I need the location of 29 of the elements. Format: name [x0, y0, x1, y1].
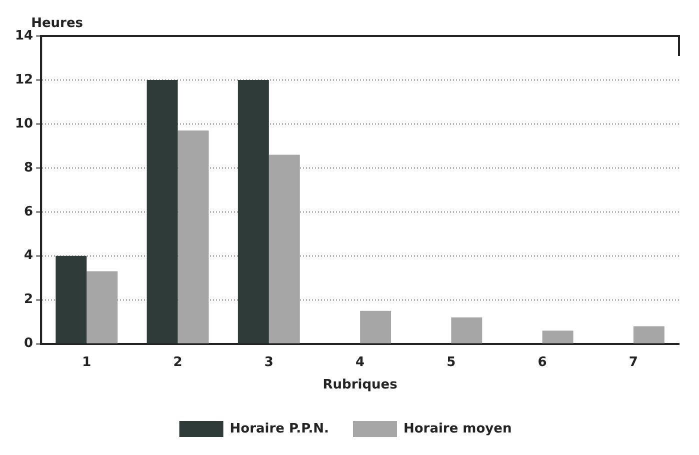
y-tick-label: 12 [14, 72, 34, 88]
x-axis-title: Rubriques [322, 378, 398, 393]
legend-label: Horaire P.P.N. [230, 421, 329, 436]
bar [268, 154, 300, 344]
y-tick-label: 8 [24, 160, 34, 176]
x-tick-label: 5 [446, 354, 456, 370]
y-tick-label: 4 [24, 248, 34, 264]
x-tick-label: 4 [356, 354, 365, 370]
x-tick-label: 7 [628, 354, 638, 370]
y-tick-label: 0 [24, 336, 34, 352]
bar [360, 310, 392, 344]
bar [238, 80, 269, 344]
y-tick-label: 10 [14, 116, 34, 132]
bar [542, 330, 574, 344]
bar [56, 256, 87, 344]
y-tick-label: 2 [24, 292, 34, 308]
bar [86, 271, 118, 344]
x-tick-label: 1 [82, 354, 92, 370]
bar [451, 317, 482, 344]
bar [146, 80, 178, 344]
y-axis-title: Heures [31, 16, 84, 31]
y-tick-label: 14 [14, 28, 34, 44]
y-tick-label: 6 [24, 204, 34, 220]
bar [178, 130, 209, 344]
legend-label: Horaire moyen [403, 421, 512, 436]
x-tick-label: 6 [538, 354, 547, 370]
bar [633, 326, 664, 344]
x-tick-label: 2 [173, 354, 182, 370]
x-tick-label: 3 [264, 354, 274, 370]
